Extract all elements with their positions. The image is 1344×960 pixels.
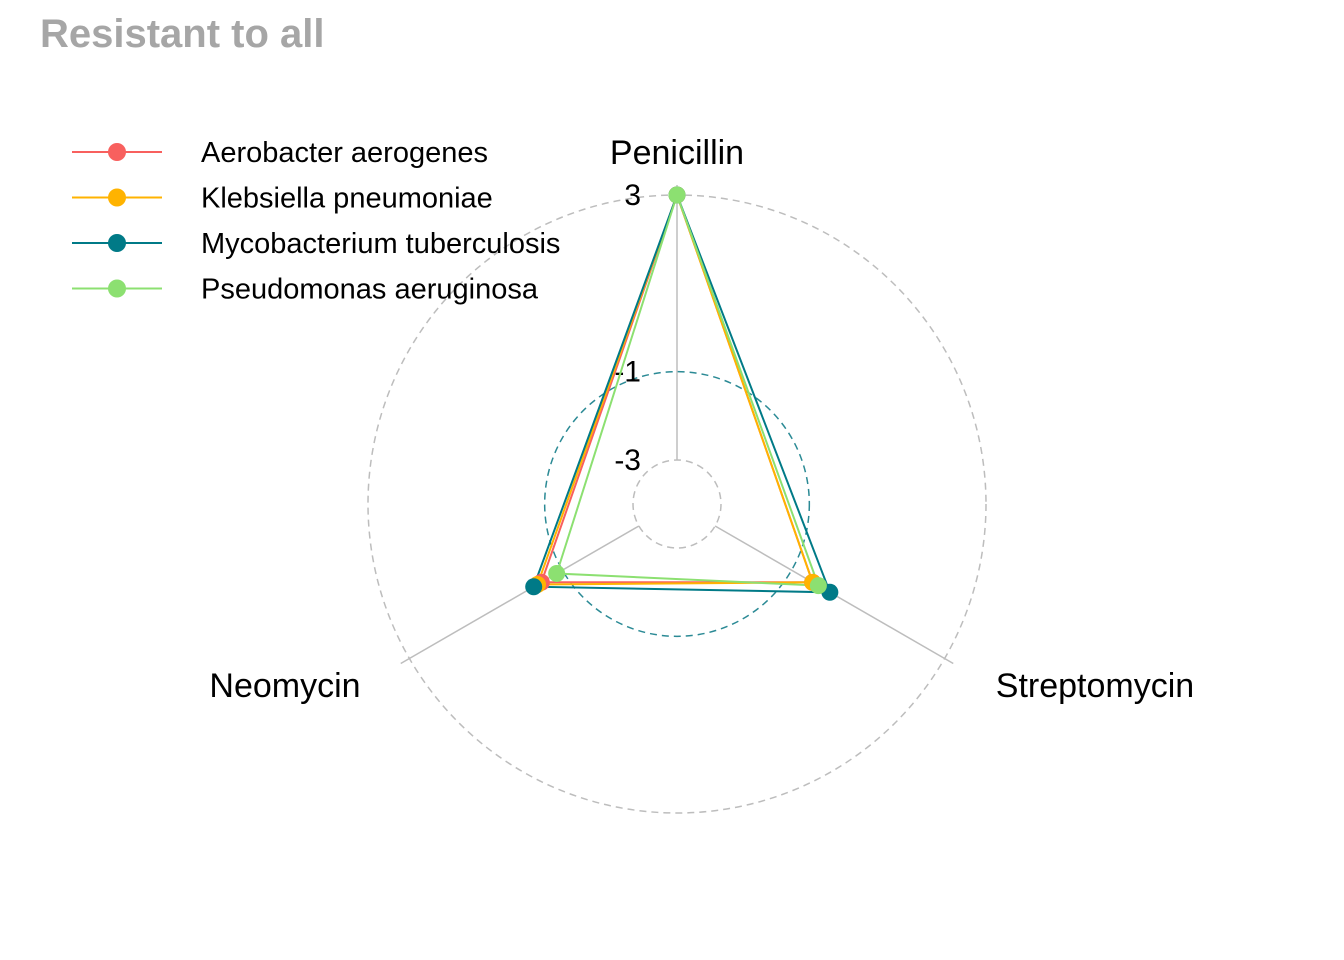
axis-label-streptomycin: Streptomycin: [996, 667, 1194, 705]
data-point: [548, 564, 566, 582]
label-layer: Penicillin Streptomycin Neomycin: [209, 134, 1194, 705]
legend-label: Mycobacterium tuberculosis: [201, 228, 560, 260]
axis-label-neomycin: Neomycin: [209, 667, 360, 705]
legend: Aerobacter aerogenes Klebsiella pneumonia…: [72, 137, 560, 306]
legend-label: Klebsiella pneumoniae: [201, 183, 493, 215]
data-point: [668, 186, 686, 204]
legend-key-point: [108, 143, 126, 161]
point-layer: [525, 186, 839, 601]
legend-key-point: [108, 279, 126, 298]
legend-key-point: [108, 234, 126, 252]
series-layer: [532, 191, 832, 594]
legend-label: Pseudomonas aeruginosa: [201, 274, 539, 306]
axis-label-penicillin: Penicillin: [610, 134, 744, 172]
legend-label: Aerobacter aerogenes: [201, 137, 488, 169]
series-line: [555, 191, 820, 587]
axis-spoke-neomycin: [400, 525, 640, 665]
grid-circle: [632, 459, 722, 549]
series-line: [532, 192, 832, 594]
chart-title: Resistant to all: [40, 12, 325, 56]
data-point: [525, 578, 543, 596]
grid-label: -3: [614, 444, 641, 477]
legend-key-point: [108, 188, 126, 207]
series-line: [536, 192, 815, 586]
data-point: [809, 577, 827, 595]
grid-label: 3: [624, 179, 641, 212]
grid-circle: [543, 370, 811, 638]
